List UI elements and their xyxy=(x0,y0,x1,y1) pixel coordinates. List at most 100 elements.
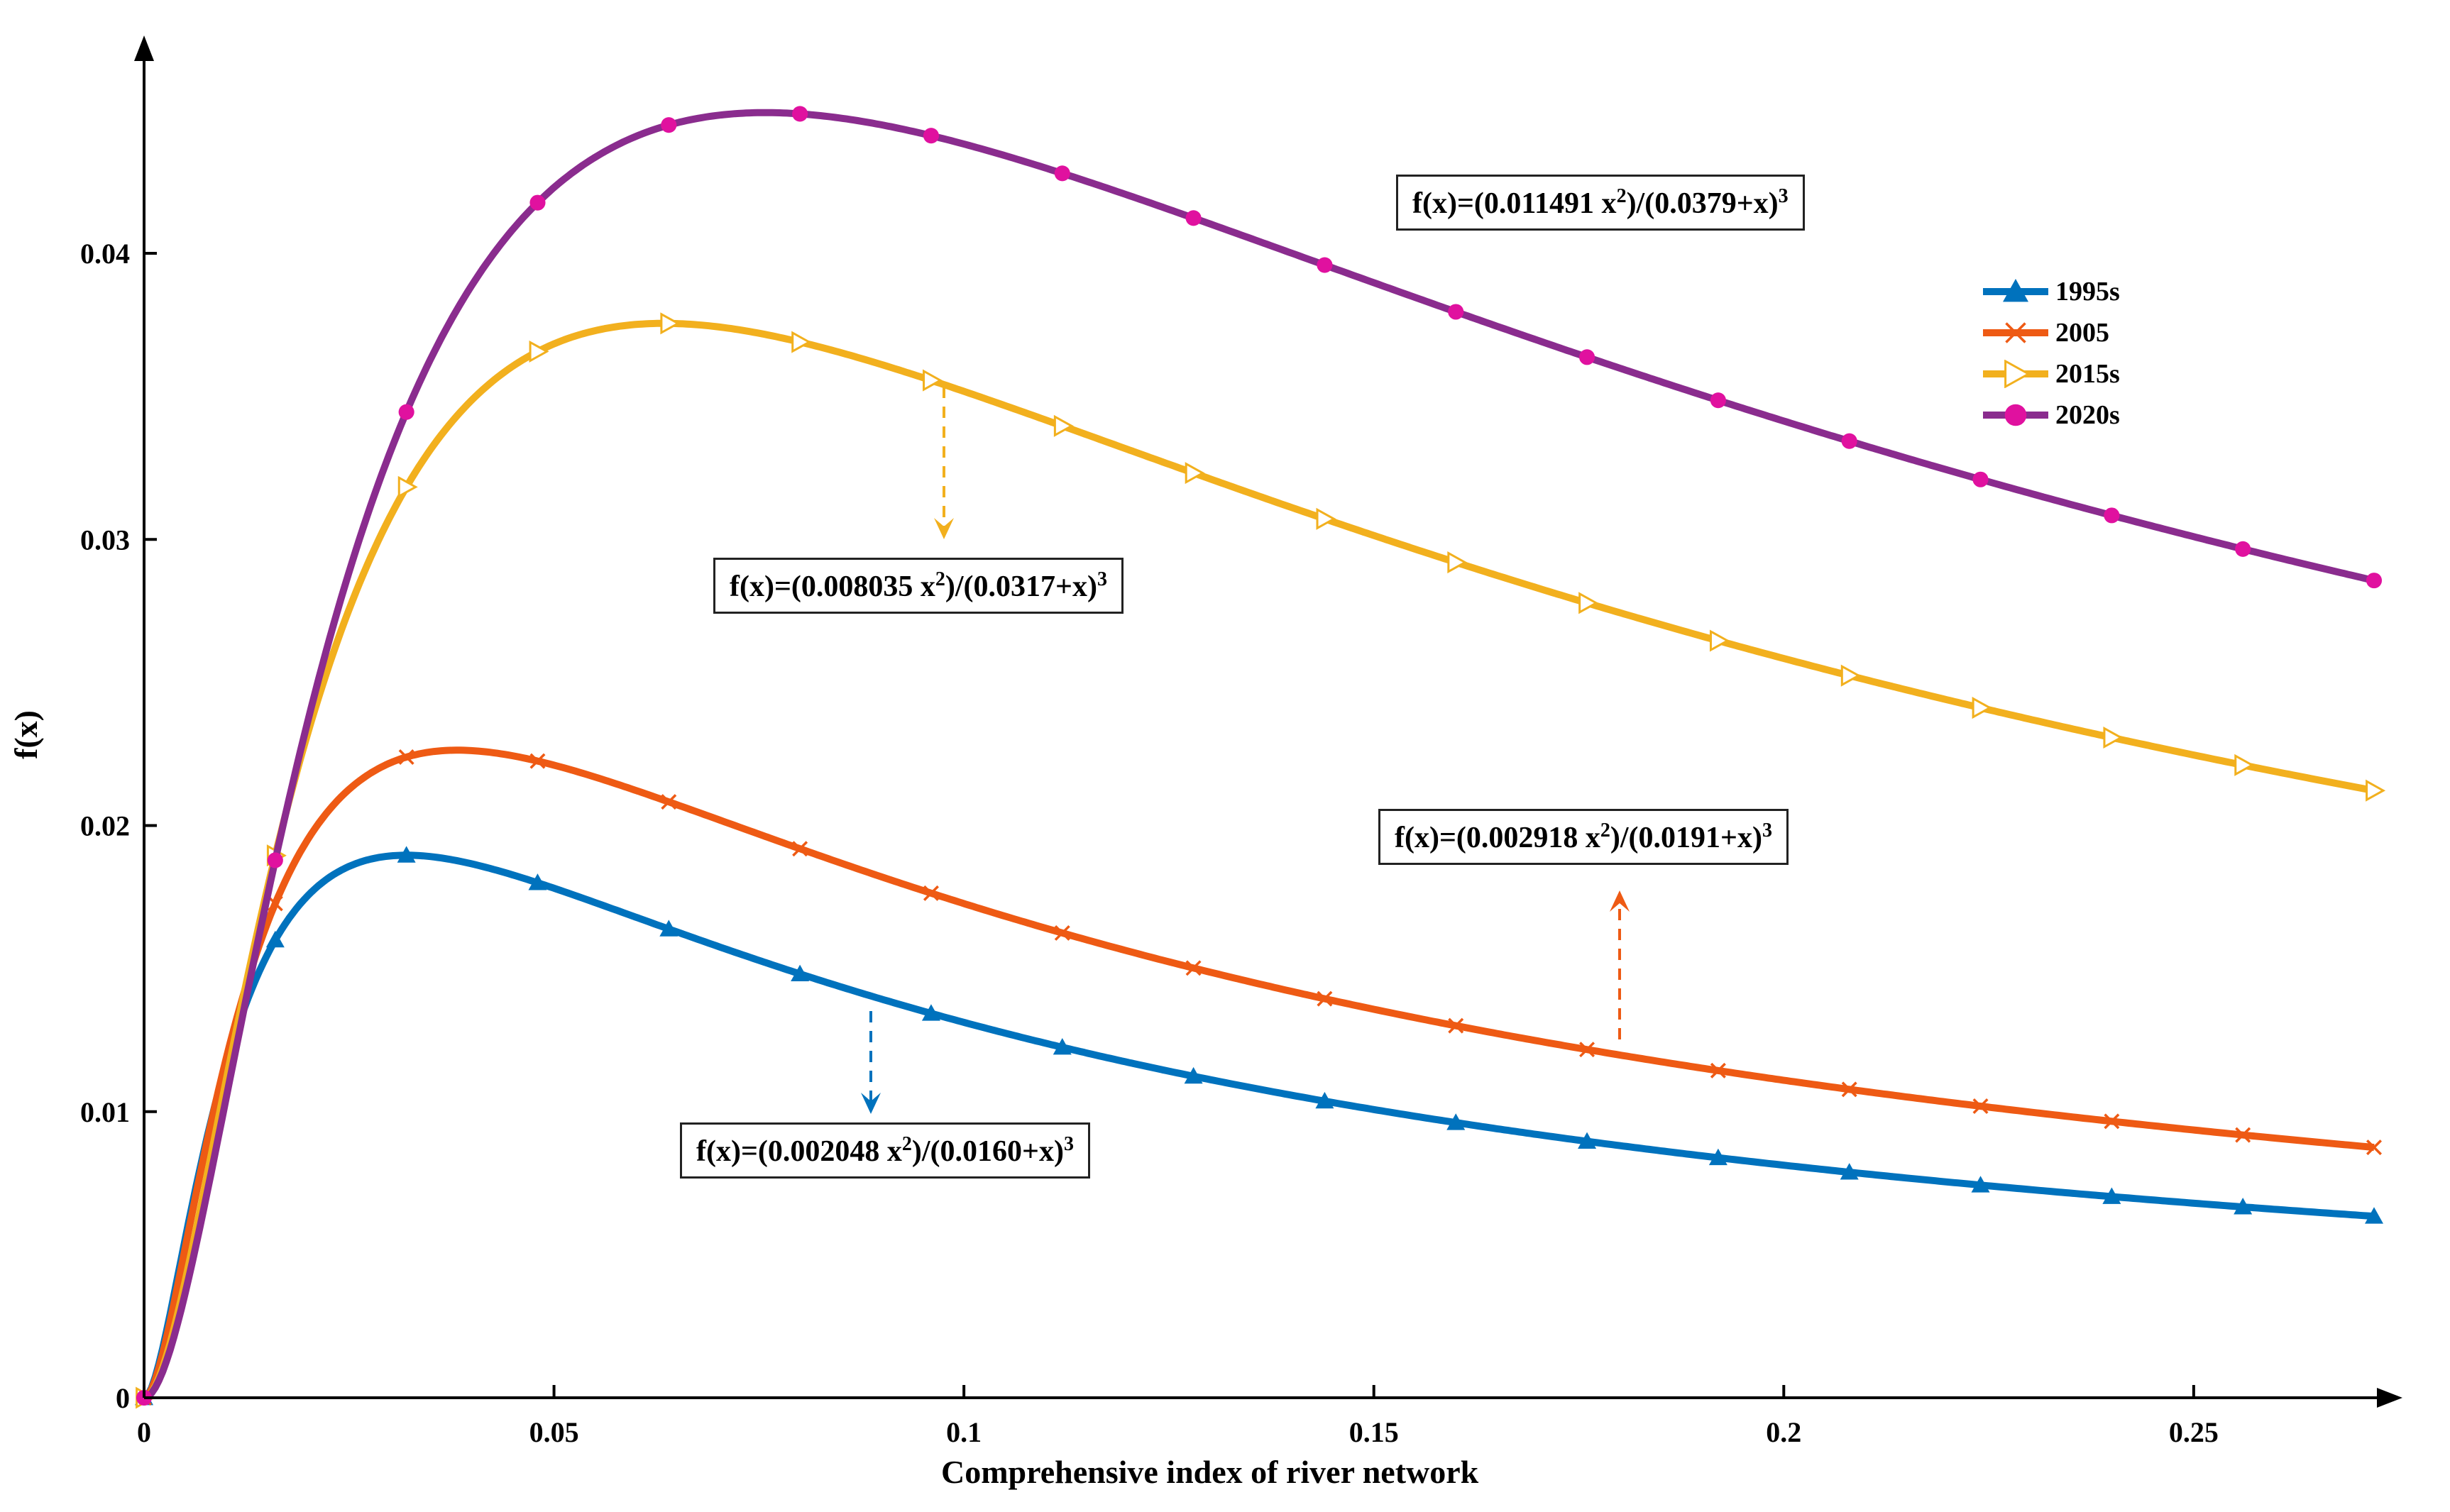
data-point-2005-2 xyxy=(398,749,414,765)
y-axis-arrow xyxy=(134,35,154,61)
data-point-2020s-17 xyxy=(2366,573,2383,589)
data-point-2015s-6 xyxy=(923,369,943,392)
data-point-2005-16 xyxy=(2235,1127,2251,1143)
data-point-2005-4-stroke-b xyxy=(661,794,677,810)
series-line-2015s xyxy=(143,319,2375,1401)
legend-marker-1995s xyxy=(2003,279,2028,302)
data-point-2020s-10 xyxy=(1448,304,1464,320)
data-point-2020s-2 xyxy=(398,404,414,420)
data-point-1995s-1 xyxy=(265,930,285,948)
data-point-2005-6 xyxy=(923,885,939,901)
data-point-2005-1-stroke-b xyxy=(267,895,283,912)
legend-marker-2020s xyxy=(2004,404,2027,426)
data-point-1995s-3 xyxy=(528,873,547,890)
legend-item-1995s: 1995s xyxy=(1980,271,2120,312)
data-point-2020s-9 xyxy=(1317,257,1333,273)
data-point-2015s-13 xyxy=(1840,664,1861,687)
arrow-2005-head xyxy=(1610,890,1630,912)
x-tick-label-2: 0.1 xyxy=(946,1416,982,1448)
series-2005 xyxy=(136,746,2382,1406)
data-point-2020s-3 xyxy=(529,194,546,211)
data-point-1995s-5 xyxy=(791,964,810,981)
arrow-2015s xyxy=(934,387,954,539)
data-point-2005-14 xyxy=(1972,1098,1989,1115)
data-point-2005-5 xyxy=(792,841,808,857)
data-point-2005-17-stroke-b xyxy=(2366,1139,2382,1156)
data-point-2005-11-stroke-b xyxy=(1579,1042,1595,1058)
data-point-2015s-4 xyxy=(660,312,681,335)
y-tick-label-4: 0.04 xyxy=(80,238,130,270)
data-point-1995s-11 xyxy=(1578,1132,1597,1149)
x-axis-arrow xyxy=(2377,1388,2402,1408)
data-point-2015s-7 xyxy=(1053,414,1074,437)
data-point-2020s-12 xyxy=(1710,392,1726,409)
data-point-1995s-7 xyxy=(1053,1038,1072,1055)
data-point-2015s-16 xyxy=(2234,754,2255,776)
x-tick-label-5: 0.25 xyxy=(2169,1416,2219,1448)
equation-2005: f(x)=(0.002918 x2)/(0.0191+x)3 xyxy=(1378,809,1789,865)
data-point-2005-15-stroke-b xyxy=(2104,1113,2120,1130)
data-point-2005-5-stroke-b xyxy=(792,841,808,857)
data-point-2020s-4 xyxy=(661,117,677,133)
y-tick-label-1: 0.01 xyxy=(80,1096,130,1128)
data-point-2015s-3 xyxy=(529,340,549,363)
series-line-1995s xyxy=(142,851,2375,1401)
legend-item-2020s: 2020s xyxy=(1980,394,2120,436)
data-point-2020s-6 xyxy=(923,128,939,144)
series-layer xyxy=(135,106,2386,1409)
legend-label-2020s: 2020s xyxy=(2055,400,2120,430)
series-2015s xyxy=(136,312,2386,1409)
data-point-2005-12-stroke-b xyxy=(1710,1062,1726,1078)
x-axis-title: Comprehensive index of river network xyxy=(941,1454,1479,1490)
y-tick-label-2: 0.02 xyxy=(80,810,130,842)
data-point-2005-15 xyxy=(2104,1113,2120,1130)
legend-swatch-2015s xyxy=(1983,360,2048,388)
series-1995s xyxy=(135,846,2383,1406)
equation-2020s: f(x)=(0.011491 x2)/(0.0379+x)3 xyxy=(1396,175,1805,231)
data-point-1995s-6 xyxy=(921,1004,940,1021)
data-point-2005-2-stroke-b xyxy=(398,749,414,765)
data-point-2005-14-stroke-b xyxy=(1972,1098,1989,1115)
data-point-2015s-17 xyxy=(2366,779,2386,802)
data-point-1995s-15 xyxy=(2102,1187,2121,1204)
data-point-2005-8-stroke-b xyxy=(1185,960,1202,976)
legend-item-2005: 2005 xyxy=(1980,312,2120,353)
data-point-1995s-9 xyxy=(1315,1091,1334,1109)
series-line-2005 xyxy=(142,746,2375,1401)
legend-marker-2005 xyxy=(2005,322,2026,343)
data-point-1995s-12 xyxy=(1708,1148,1727,1166)
data-point-1995s-10 xyxy=(1446,1113,1466,1130)
y-tick-label-0: 0 xyxy=(116,1382,130,1414)
data-point-2005-17 xyxy=(2366,1139,2382,1156)
legend-marker-2015s xyxy=(2004,360,2031,388)
arrow-2005 xyxy=(1610,890,1630,1039)
data-point-2020s-11 xyxy=(1579,349,1595,365)
arrow-1995s xyxy=(861,1011,881,1114)
data-point-2005-4 xyxy=(661,794,677,810)
data-point-2020s-14 xyxy=(1972,471,1989,487)
data-point-2005-13 xyxy=(1841,1081,1857,1098)
series-line-2020s xyxy=(143,109,2375,1401)
arrow-2015s-head xyxy=(934,518,954,539)
legend-marker-2005-stroke-b xyxy=(2005,322,2026,343)
data-point-2020s-5 xyxy=(792,106,808,122)
data-point-2020s-1 xyxy=(267,852,283,868)
data-point-2005-10 xyxy=(1448,1017,1464,1034)
annotation-layer xyxy=(861,387,1630,1114)
equation-1995s: f(x)=(0.002048 x2)/(0.0160+x)3 xyxy=(680,1122,1090,1179)
legend-label-2005: 2005 xyxy=(2055,318,2109,348)
data-point-1995s-8 xyxy=(1184,1066,1203,1084)
data-point-2015s-10 xyxy=(1447,551,1468,574)
equation-2015s: f(x)=(0.008035 x2)/(0.0317+x)3 xyxy=(713,558,1124,614)
legend-swatch-2005 xyxy=(1983,322,2048,343)
data-point-2015s-15 xyxy=(2103,726,2124,749)
data-point-1995s-14 xyxy=(1971,1176,1990,1193)
data-point-2005-13-stroke-b xyxy=(1841,1081,1857,1098)
data-point-2005-10-stroke-b xyxy=(1448,1017,1464,1034)
data-point-2005-8 xyxy=(1185,960,1202,976)
data-point-2005-3 xyxy=(529,753,546,769)
x-tick-label-1: 0.05 xyxy=(529,1416,579,1448)
data-point-2020s-16 xyxy=(2235,541,2251,557)
data-point-1995s-17 xyxy=(2365,1207,2383,1224)
